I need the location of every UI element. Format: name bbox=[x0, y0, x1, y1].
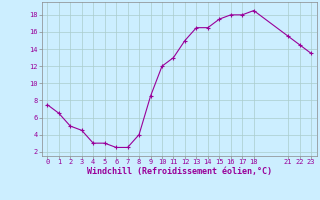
X-axis label: Windchill (Refroidissement éolien,°C): Windchill (Refroidissement éolien,°C) bbox=[87, 167, 272, 176]
